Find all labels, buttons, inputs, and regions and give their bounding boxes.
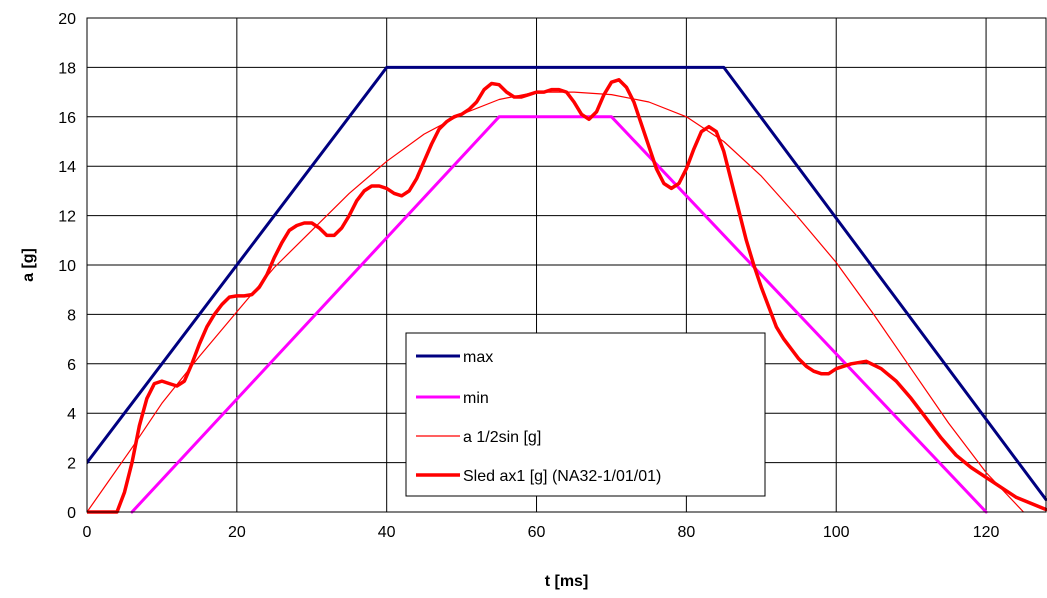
y-tick-label: 6 [67,357,76,374]
x-tick-labels: 0 20 40 60 80 100 120 [83,524,1000,541]
y-tick-label: 8 [67,307,76,324]
y-tick-label: 18 [58,60,76,77]
x-axis-title: t [ms] [545,573,589,590]
series-layer [87,65,1047,514]
legend-label-4: Sled ax1 [g] (NA32-1/01/01) [463,468,661,485]
plot-area-border [86,17,1047,513]
y-tick-label: 16 [58,110,76,127]
y-axis-title: a [g] [20,248,37,282]
x-tick-label: 60 [528,524,546,541]
legend-label-2: min [463,390,489,407]
legend-box [405,332,766,497]
y-tick-label: 12 [58,209,76,226]
x-tick-label: 80 [677,524,695,541]
legend-label-3: a 1/2sin [g] [463,429,541,446]
y-tick-label: 2 [67,456,76,473]
y-tick-labels: 0 2 4 6 8 10 12 14 16 18 20 [58,11,76,522]
y-tick-label: 4 [67,406,76,423]
x-tick-label: 0 [83,524,92,541]
legend: max min a 1/2sin [g] Sled ax1 [g] (NA32-1/0… [405,332,766,497]
series-line-1 [87,65,1047,502]
series-line-4 [87,78,1047,514]
series-line-2 [130,115,988,514]
x-tick-label: 40 [378,524,396,541]
legend-label-1: max [463,349,493,366]
y-tick-label: 20 [58,11,76,28]
x-tick-label: 100 [823,524,850,541]
y-tick-label: 0 [67,505,76,522]
y-tick-label: 14 [58,159,76,176]
x-tick-label: 120 [973,524,1000,541]
y-tick-label: 10 [58,258,76,275]
x-tick-label: 20 [228,524,246,541]
